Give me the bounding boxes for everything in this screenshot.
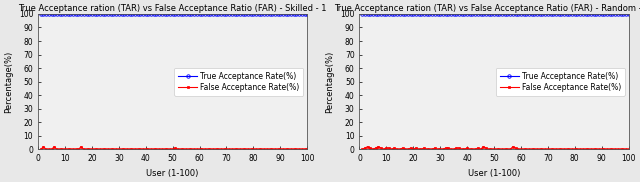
True Acceptance Rate(%)	[604, 13, 611, 15]
False Acceptance Rate(%)	[177, 148, 184, 151]
True Acceptance Rate(%)	[495, 13, 503, 15]
False Acceptance Rate(%)	[358, 148, 366, 151]
Y-axis label: Percentage(%): Percentage(%)	[4, 51, 13, 113]
True Acceptance Rate(%)	[625, 13, 632, 15]
False Acceptance Rate(%)	[285, 148, 292, 151]
True Acceptance Rate(%)	[517, 13, 525, 15]
Legend: True Acceptance Rate(%), False Acceptance Rate(%): True Acceptance Rate(%), False Acceptanc…	[496, 68, 625, 96]
False Acceptance Rate(%)	[292, 148, 300, 151]
False Acceptance Rate(%)	[614, 148, 621, 151]
Line: True Acceptance Rate(%): True Acceptance Rate(%)	[360, 12, 630, 16]
False Acceptance Rate(%)	[423, 148, 431, 151]
X-axis label: User (1-100): User (1-100)	[468, 169, 520, 178]
False Acceptance Rate(%)	[303, 148, 311, 151]
True Acceptance Rate(%)	[196, 13, 204, 15]
True Acceptance Rate(%)	[282, 13, 289, 15]
False Acceptance Rate(%)	[412, 147, 420, 149]
True Acceptance Rate(%)	[358, 13, 366, 15]
Title: True Acceptance ration (TAR) vs False Acceptance Ratio (FAR) - Skilled - 1: True Acceptance ration (TAR) vs False Ac…	[19, 4, 327, 13]
True Acceptance Rate(%)	[410, 13, 417, 15]
True Acceptance Rate(%)	[99, 13, 106, 15]
False Acceptance Rate(%)	[625, 148, 632, 151]
False Acceptance Rate(%)	[520, 148, 527, 151]
False Acceptance Rate(%)	[364, 146, 371, 148]
Legend: True Acceptance Rate(%), False Acceptance Rate(%): True Acceptance Rate(%), False Acceptanc…	[174, 68, 303, 96]
False Acceptance Rate(%)	[499, 148, 506, 151]
True Acceptance Rate(%)	[303, 13, 311, 15]
False Acceptance Rate(%)	[40, 146, 47, 148]
Line: False Acceptance Rate(%): False Acceptance Rate(%)	[40, 145, 308, 151]
False Acceptance Rate(%)	[37, 148, 45, 151]
False Acceptance Rate(%)	[606, 148, 614, 151]
True Acceptance Rate(%)	[37, 13, 45, 15]
Line: False Acceptance Rate(%): False Acceptance Rate(%)	[361, 145, 630, 151]
False Acceptance Rate(%)	[102, 148, 109, 151]
Title: True Acceptance ration (TAR) vs False Acceptance Ratio (FAR) - Random - 20: True Acceptance ration (TAR) vs False Ac…	[333, 4, 640, 13]
False Acceptance Rate(%)	[198, 148, 206, 151]
Line: True Acceptance Rate(%): True Acceptance Rate(%)	[39, 12, 309, 16]
True Acceptance Rate(%)	[420, 13, 428, 15]
True Acceptance Rate(%)	[290, 13, 298, 15]
False Acceptance Rate(%)	[91, 148, 99, 151]
True Acceptance Rate(%)	[174, 13, 182, 15]
Y-axis label: Percentage(%): Percentage(%)	[326, 51, 335, 113]
X-axis label: User (1-100): User (1-100)	[147, 169, 199, 178]
True Acceptance Rate(%)	[88, 13, 96, 15]
True Acceptance Rate(%)	[611, 13, 619, 15]
